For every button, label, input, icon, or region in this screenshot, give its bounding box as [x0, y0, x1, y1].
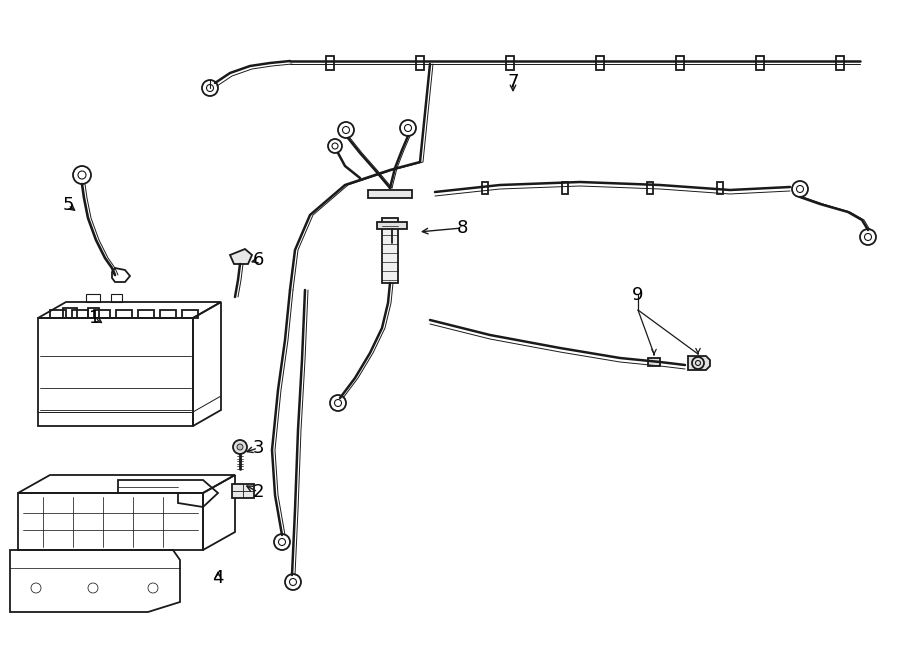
Bar — [836, 56, 844, 70]
Bar — [648, 358, 660, 366]
Bar — [182, 310, 198, 318]
Bar — [160, 310, 176, 318]
Bar — [676, 56, 684, 70]
Text: 1: 1 — [89, 309, 101, 327]
Bar — [756, 56, 764, 70]
Bar — [94, 310, 110, 318]
Bar — [482, 182, 488, 194]
Bar — [377, 222, 407, 229]
Bar — [562, 182, 568, 194]
Bar — [647, 182, 653, 194]
Polygon shape — [688, 356, 710, 370]
Text: 7: 7 — [508, 73, 518, 91]
Circle shape — [233, 440, 247, 454]
Text: 3: 3 — [252, 439, 264, 457]
Bar — [717, 182, 723, 194]
Bar — [72, 310, 88, 318]
Polygon shape — [230, 249, 252, 264]
Bar — [326, 56, 334, 70]
Text: 8: 8 — [456, 219, 468, 237]
Bar — [232, 484, 254, 498]
Bar — [506, 56, 514, 70]
Bar — [416, 56, 424, 70]
Bar — [596, 56, 604, 70]
Bar — [368, 190, 412, 198]
Text: 6: 6 — [252, 251, 264, 269]
Text: 9: 9 — [632, 286, 644, 304]
Circle shape — [237, 444, 243, 450]
Bar — [50, 310, 66, 318]
Text: 2: 2 — [252, 483, 264, 501]
Bar — [116, 310, 132, 318]
Bar — [382, 218, 398, 283]
Text: 5: 5 — [62, 196, 74, 214]
Text: 4: 4 — [212, 569, 224, 587]
Bar — [138, 310, 154, 318]
